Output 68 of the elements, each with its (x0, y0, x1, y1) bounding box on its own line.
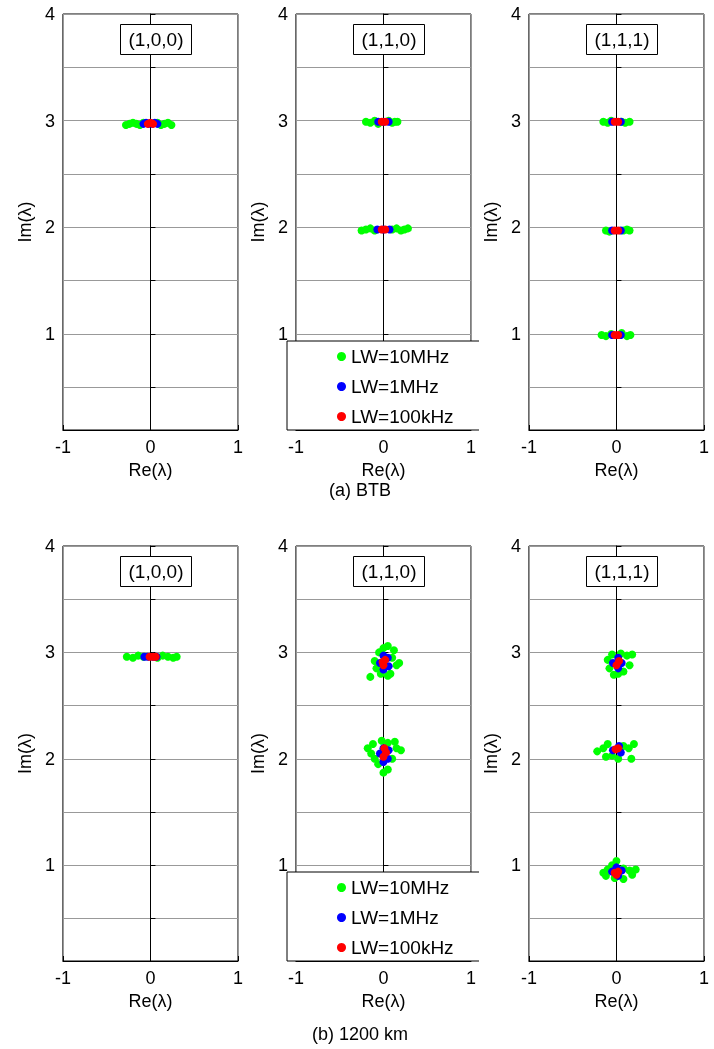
legend-label: LW=100kHz (351, 937, 454, 958)
y-tick-label: 4 (510, 4, 521, 24)
text: (1,1,0) (361, 29, 417, 50)
x-tick-label: 1 (465, 437, 476, 457)
x-axis-title: Re(λ) (594, 990, 639, 1011)
text: (1,1,1) (594, 561, 650, 582)
x-tick-label: -1 (54, 437, 71, 457)
y-axis-title: Im(λ) (481, 733, 501, 774)
x-tick-label: 1 (698, 437, 709, 457)
y-axis-title: Im(λ) (15, 733, 35, 774)
legend-label: LW=10MHz (351, 877, 450, 898)
x-axis-title: Re(λ) (128, 459, 173, 480)
y-tick-label: 3 (44, 642, 55, 663)
text: (1,1,0) (361, 561, 417, 582)
text: (b) 1200 km (311, 1024, 409, 1044)
text: (a) BTB (329, 480, 392, 500)
y-tick-label: 2 (277, 217, 288, 238)
legend-label: LW=10MHz (351, 346, 450, 367)
legend-label: LW=1MHz (351, 907, 439, 928)
y-tick-label: 1 (277, 324, 288, 344)
y-tick-label: 1 (510, 855, 521, 876)
x-tick-label: 1 (232, 968, 243, 988)
y-tick-label: 2 (44, 217, 55, 238)
legend-label: LW=1MHz (351, 376, 439, 397)
x-tick-label: 0 (611, 437, 622, 457)
y-tick-label: 4 (277, 536, 288, 556)
x-tick-label: -1 (54, 968, 71, 988)
y-axis-title: Im(λ) (248, 201, 268, 243)
x-tick-label: 1 (465, 968, 476, 988)
x-tick-label: 0 (145, 968, 156, 988)
x-tick-label: 1 (698, 968, 709, 988)
y-tick-label: 4 (510, 536, 521, 556)
y-tick-label: 4 (44, 536, 55, 556)
x-tick-label: 0 (611, 968, 622, 988)
x-tick-label: 0 (145, 437, 156, 457)
x-tick-label: 0 (378, 437, 389, 457)
x-tick-label: -1 (287, 437, 304, 457)
text: (1,0,0) (128, 561, 184, 582)
y-tick-label: 1 (44, 324, 55, 344)
y-axis-title: Im(λ) (481, 201, 501, 243)
y-tick-label: 4 (277, 4, 288, 24)
y-tick-label: 2 (510, 217, 521, 238)
x-tick-label: -1 (520, 968, 537, 988)
y-tick-label: 1 (44, 855, 55, 876)
y-tick-label: 1 (510, 324, 521, 344)
y-axis-title: Im(λ) (15, 201, 35, 243)
y-tick-label: 3 (510, 642, 521, 663)
y-tick-label: 3 (510, 110, 521, 131)
y-tick-label: 4 (44, 4, 55, 24)
y-tick-label: 2 (277, 748, 288, 769)
legend-label: LW=100kHz (351, 406, 454, 427)
x-tick-label: 0 (378, 968, 389, 988)
x-tick-label: -1 (287, 968, 304, 988)
text: (1,0,0) (128, 29, 184, 50)
x-axis-title: Re(λ) (128, 990, 173, 1011)
y-tick-label: 1 (277, 855, 288, 876)
y-tick-label: 3 (44, 110, 55, 131)
x-axis-title: Re(λ) (361, 459, 406, 480)
y-tick-label: 3 (277, 642, 288, 663)
y-axis-title: Im(λ) (248, 733, 268, 774)
x-tick-label: 1 (232, 437, 243, 457)
x-tick-label: -1 (520, 437, 537, 457)
x-axis-title: Re(λ) (361, 990, 406, 1011)
x-axis-title: Re(λ) (594, 459, 639, 480)
y-tick-label: 2 (44, 748, 55, 769)
y-tick-label: 2 (510, 748, 521, 769)
text: (1,1,1) (594, 29, 650, 50)
y-tick-label: 3 (277, 110, 288, 131)
